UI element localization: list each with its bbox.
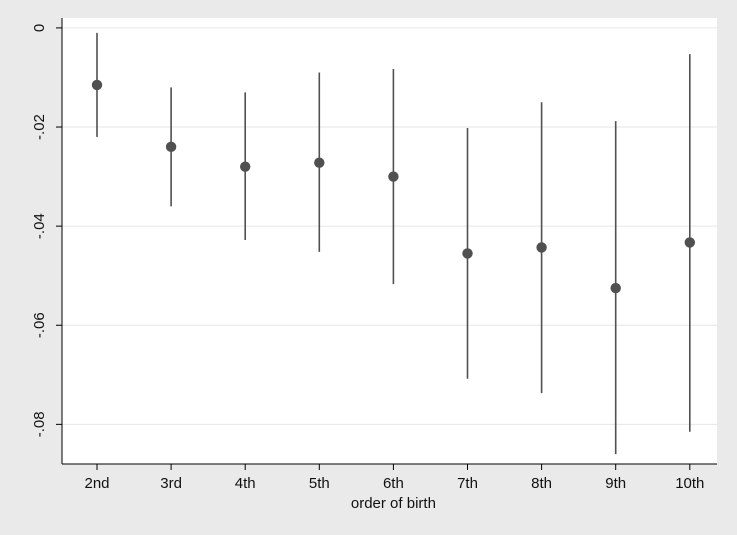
estimate-point-10th bbox=[684, 237, 695, 248]
x-tick-label-2: 4th bbox=[235, 475, 256, 492]
x-tick-label-4: 6th bbox=[383, 475, 404, 492]
y-tick-label-0: 0 bbox=[31, 24, 48, 32]
y-tick-label-3: -.06 bbox=[31, 312, 48, 338]
plot-area bbox=[62, 18, 717, 464]
x-tick-labels: 2nd 3rd 4th 5th 6th 7th 8th 9th 10th bbox=[84, 475, 704, 492]
estimate-point-6th bbox=[388, 171, 399, 182]
estimate-point-4th bbox=[240, 161, 251, 172]
estimate-point-8th bbox=[536, 242, 547, 253]
x-tick-label-3: 5th bbox=[309, 475, 330, 492]
x-axis-title: order of birth bbox=[351, 495, 436, 512]
y-tick-label-2: -.04 bbox=[31, 213, 48, 239]
x-tick-label-6: 8th bbox=[531, 475, 552, 492]
estimate-point-5th bbox=[314, 157, 325, 168]
x-tick-label-8: 10th bbox=[675, 475, 704, 492]
estimate-point-2nd bbox=[91, 79, 103, 91]
x-tick-label-0: 2nd bbox=[84, 475, 109, 492]
axes bbox=[56, 18, 717, 470]
estimate-point-7th bbox=[462, 248, 473, 259]
y-tick-label-4: -.08 bbox=[31, 411, 48, 437]
y-tick-labels: 0 -.02 -.04 -.06 -.08 bbox=[31, 24, 48, 438]
x-tick-label-5: 7th bbox=[457, 475, 478, 492]
point-estimates bbox=[91, 79, 695, 294]
x-tick-label-1: 3rd bbox=[160, 475, 182, 492]
estimate-point-9th bbox=[610, 282, 621, 294]
y-tick-label-1: -.02 bbox=[31, 114, 48, 140]
estimate-point-3rd bbox=[165, 141, 177, 153]
x-tick-label-7: 9th bbox=[605, 475, 626, 492]
